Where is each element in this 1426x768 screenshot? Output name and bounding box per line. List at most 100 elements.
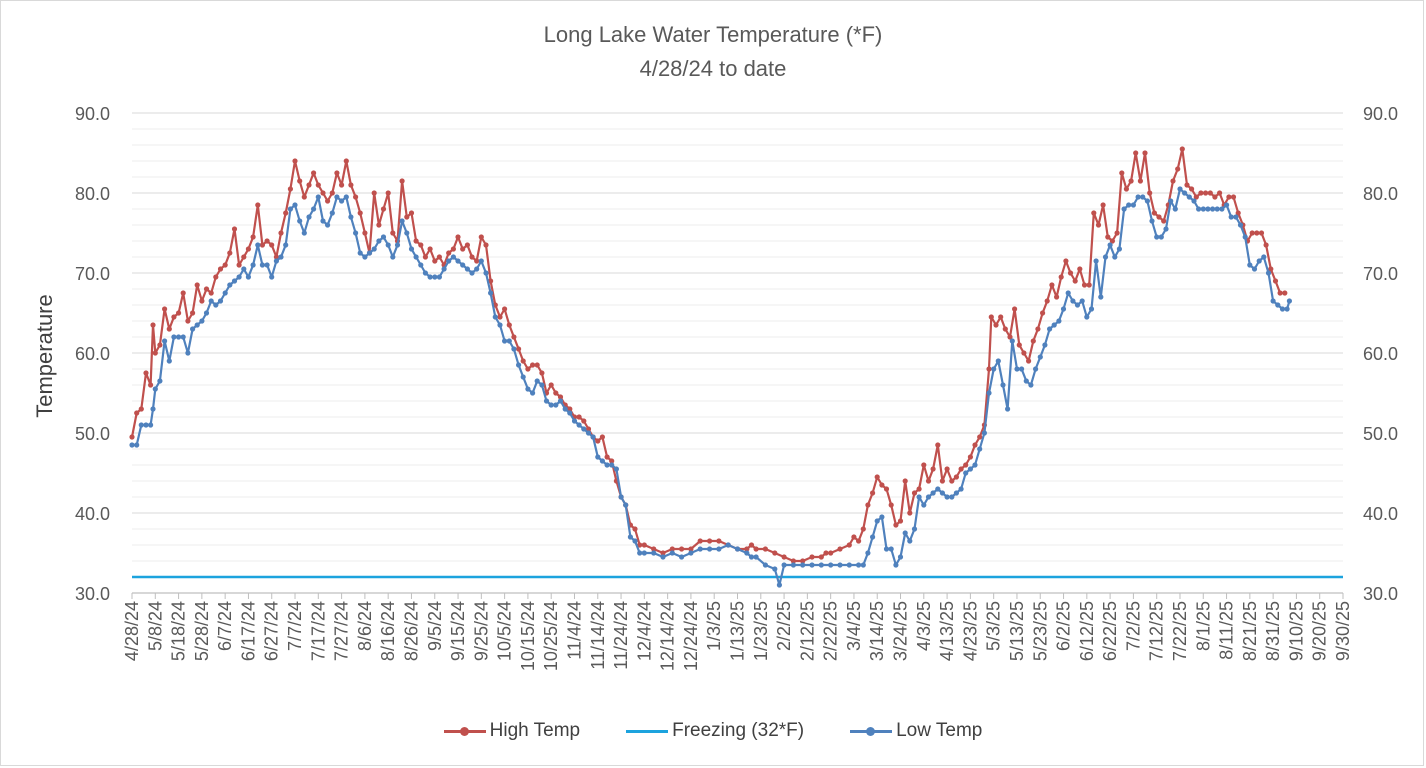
high-temp-point bbox=[245, 246, 251, 252]
low-temp-point bbox=[567, 410, 573, 416]
y-axis-right-ticks: 30.0 40.0 50.0 60.0 70.0 80.0 90.0 bbox=[1363, 104, 1398, 604]
y-tick-label-right: 30.0 bbox=[1363, 584, 1398, 604]
chart-subtitle: 4/28/24 to date bbox=[639, 56, 787, 81]
low-temp-point bbox=[1196, 206, 1202, 212]
x-tick-label: 10/15/24 bbox=[518, 601, 538, 671]
high-temp-point bbox=[1119, 170, 1125, 176]
high-temp-point bbox=[986, 366, 992, 372]
high-temp-point bbox=[525, 366, 531, 372]
low-temp-point bbox=[818, 562, 824, 568]
high-temp-point bbox=[371, 190, 377, 196]
high-temp-point bbox=[502, 306, 508, 312]
x-tick-label: 12/14/24 bbox=[658, 601, 678, 671]
y-tick-label-right: 60.0 bbox=[1363, 344, 1398, 364]
x-tick-label: 1/23/25 bbox=[751, 601, 771, 661]
low-temp-point bbox=[157, 378, 163, 384]
high-temp-point bbox=[1123, 186, 1129, 192]
high-temp-point bbox=[287, 186, 293, 192]
low-temp-point bbox=[991, 366, 997, 372]
high-temp-point bbox=[1217, 190, 1223, 196]
low-temp-point bbox=[618, 494, 624, 500]
high-temp-point bbox=[944, 466, 950, 472]
high-temp-point bbox=[581, 418, 587, 424]
high-temp-point bbox=[599, 434, 606, 440]
low-temp-point bbox=[190, 326, 196, 332]
high-temp-point bbox=[1091, 210, 1097, 216]
low-temp-point bbox=[278, 254, 284, 260]
high-temp-point bbox=[1249, 230, 1255, 236]
low-temp-point bbox=[1060, 306, 1067, 312]
low-temp-point bbox=[534, 378, 540, 384]
high-temp-point bbox=[828, 550, 834, 556]
low-temp-point bbox=[1149, 218, 1155, 224]
high-temp-point bbox=[1133, 150, 1139, 156]
high-temp-point bbox=[1021, 350, 1027, 356]
high-temp-point bbox=[162, 306, 168, 312]
low-temp-point bbox=[1228, 214, 1234, 220]
low-temp-point bbox=[283, 242, 289, 248]
high-temp-point bbox=[450, 246, 456, 252]
x-tick-label: 11/4/24 bbox=[564, 601, 584, 660]
x-tick-label: 6/27/24 bbox=[262, 601, 282, 661]
high-temp-point bbox=[380, 206, 387, 212]
low-temp-point bbox=[315, 194, 321, 200]
high-temp-point bbox=[818, 554, 824, 560]
high-temp-point bbox=[1226, 194, 1232, 200]
x-tick-label: 7/12/25 bbox=[1147, 601, 1167, 661]
high-temp-point bbox=[548, 382, 554, 388]
low-temp-point bbox=[171, 334, 177, 340]
high-temp-point bbox=[972, 442, 978, 448]
high-temp-point bbox=[306, 182, 312, 188]
x-tick-label: 1/3/25 bbox=[704, 601, 724, 651]
high-temp-point bbox=[856, 538, 862, 544]
x-tick-label: 5/13/25 bbox=[1007, 601, 1027, 661]
high-temp-point bbox=[199, 298, 205, 304]
low-temp-point bbox=[930, 490, 936, 496]
low-temp-point bbox=[557, 398, 564, 404]
x-tick-label: 3/14/25 bbox=[867, 601, 887, 661]
low-temp-point bbox=[446, 258, 452, 264]
low-temp-point bbox=[576, 422, 582, 428]
low-temp-point bbox=[162, 338, 168, 344]
high-temp-point bbox=[888, 502, 894, 508]
low-temp-point bbox=[348, 214, 354, 220]
low-temp-point bbox=[203, 310, 210, 316]
low-temp-point bbox=[1251, 266, 1258, 272]
high-temp-point bbox=[958, 466, 964, 472]
low-temp-point bbox=[1070, 298, 1076, 304]
low-temp-point bbox=[902, 530, 908, 536]
high-temp-point bbox=[1277, 290, 1283, 296]
high-temp-point bbox=[925, 478, 932, 484]
low-temp-point bbox=[516, 362, 522, 368]
high-temp-point bbox=[483, 242, 489, 248]
low-temp-point bbox=[152, 386, 158, 392]
low-temp-point bbox=[1261, 254, 1267, 260]
high-temp-point bbox=[921, 462, 927, 468]
high-temp-point bbox=[1161, 218, 1167, 224]
low-temp-point bbox=[609, 462, 615, 468]
y-tick-label-right: 40.0 bbox=[1363, 504, 1398, 524]
legend-label-low: Low Temp bbox=[896, 720, 983, 741]
low-temp-point bbox=[292, 202, 298, 208]
high-temp-point bbox=[851, 534, 857, 540]
x-tick-label: 8/16/24 bbox=[378, 601, 398, 661]
low-temp-point bbox=[464, 266, 470, 272]
high-temp-point bbox=[255, 202, 261, 208]
low-temp-line bbox=[132, 187, 1291, 587]
low-temp-point bbox=[185, 350, 191, 356]
high-temp-point bbox=[823, 550, 829, 556]
x-tick-label: 7/7/24 bbox=[285, 601, 305, 651]
low-temp-point bbox=[776, 582, 783, 588]
low-temp-point bbox=[1014, 366, 1020, 372]
low-temp-point bbox=[893, 562, 899, 568]
y-tick-label-left: 40.0 bbox=[75, 504, 110, 524]
high-temp-legend-marker bbox=[443, 725, 486, 737]
high-temp-point bbox=[744, 546, 750, 552]
low-temp-point bbox=[497, 322, 503, 328]
high-temp-point bbox=[1258, 230, 1265, 236]
high-temp-point bbox=[988, 314, 994, 320]
high-temp-point bbox=[716, 538, 722, 544]
high-temp-point bbox=[150, 322, 156, 328]
high-temp-point bbox=[446, 250, 452, 256]
high-temp-point bbox=[1035, 326, 1041, 332]
